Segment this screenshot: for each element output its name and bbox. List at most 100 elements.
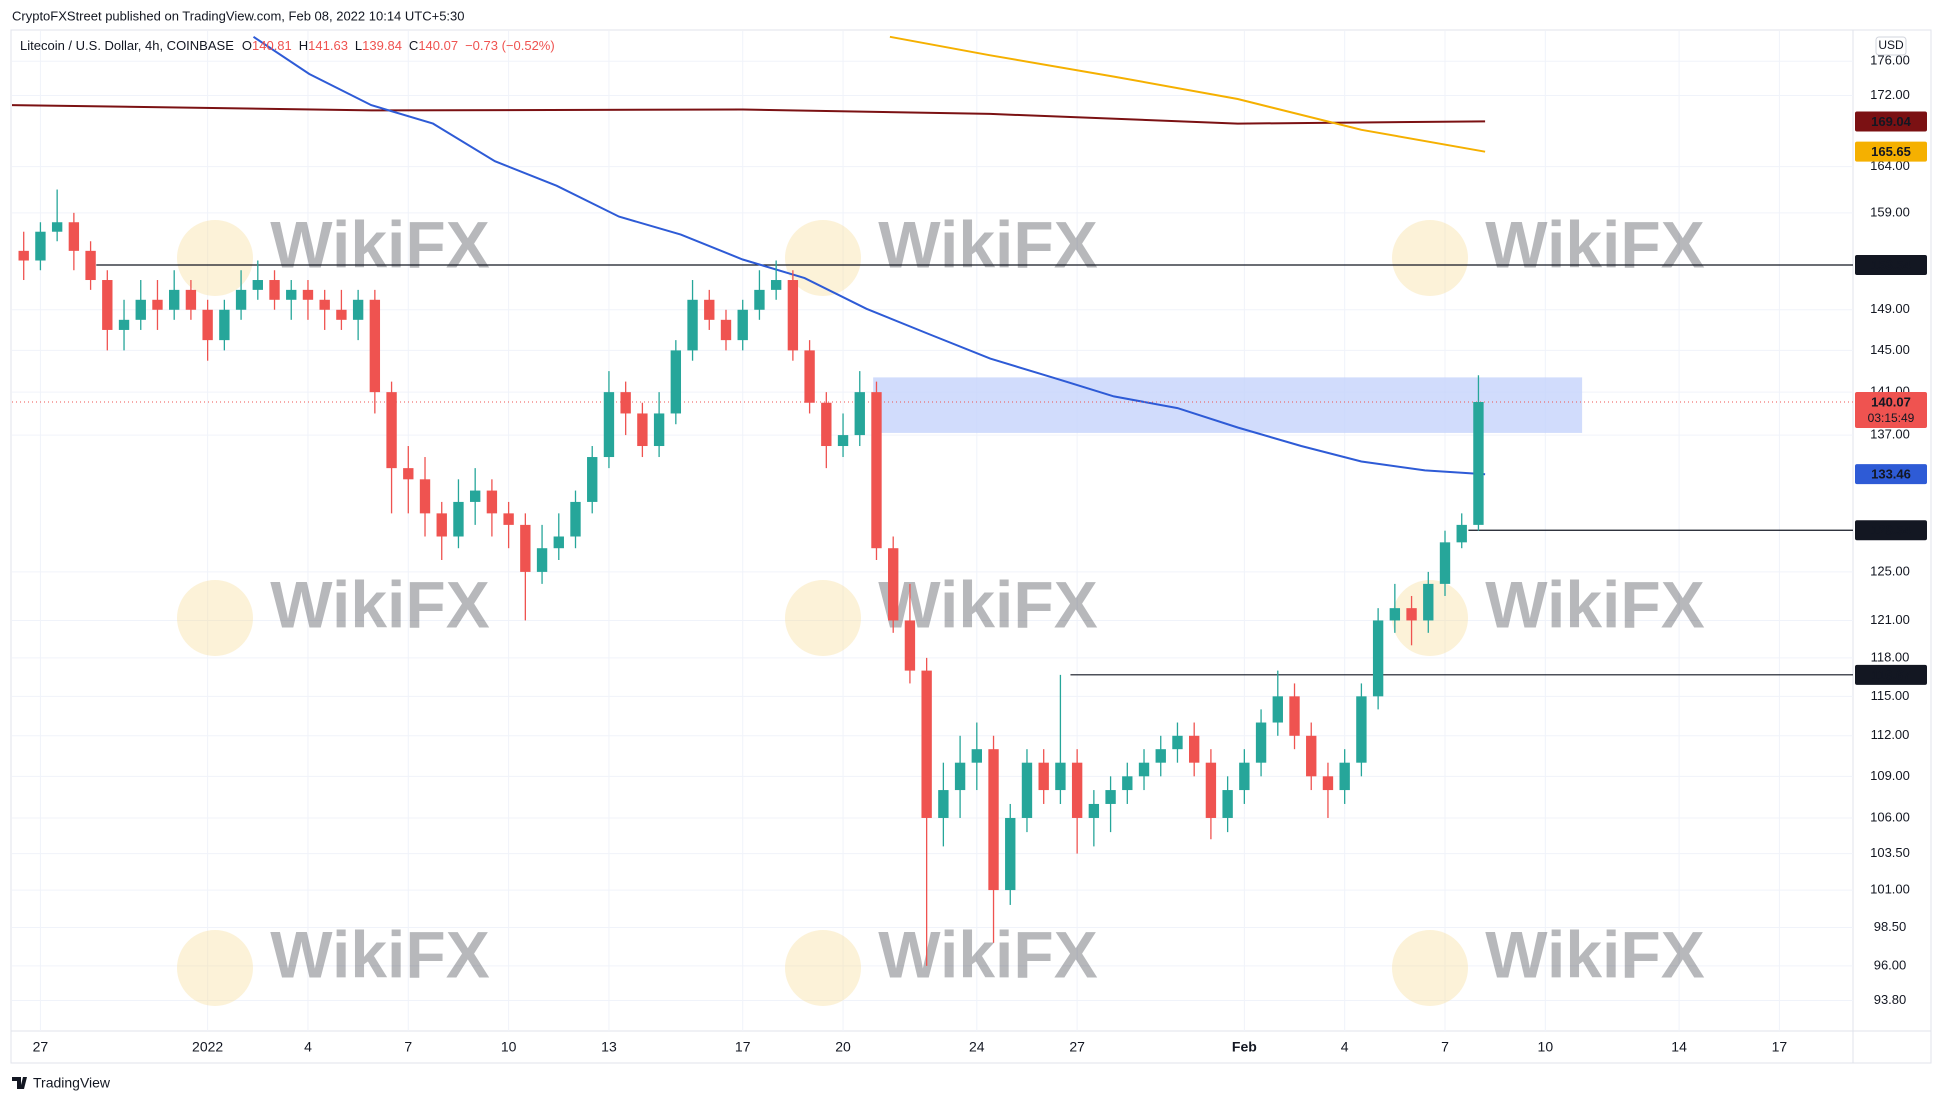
ohlc-key: O	[242, 38, 252, 53]
candle-body	[520, 524, 531, 572]
y-tick-label: 101.00	[1870, 882, 1910, 897]
x-tick-label: 4	[304, 1039, 312, 1055]
candle-body	[336, 309, 347, 320]
countdown: 03:15:49	[1868, 411, 1915, 425]
candle-body	[219, 309, 230, 341]
candle-body	[804, 350, 815, 403]
y-tick-label: 172.00	[1870, 87, 1910, 102]
candle-body	[1289, 696, 1300, 736]
candle-body	[403, 468, 414, 480]
y-tick-label: 121.00	[1870, 612, 1910, 627]
x-tick-label: 24	[969, 1039, 985, 1055]
candle-body	[1105, 790, 1116, 804]
watermark-logo	[177, 930, 253, 1006]
x-tick-label: 10	[1538, 1039, 1554, 1055]
y-tick-label: 176.00	[1870, 53, 1910, 68]
price-badge	[1855, 664, 1927, 685]
candle-body	[68, 222, 80, 251]
y-tick-label: 93.80	[1874, 992, 1907, 1007]
indicator-line	[252, 35, 1486, 476]
candle-body	[971, 749, 982, 763]
last-price-badge	[1855, 392, 1927, 429]
x-tick-label: 17	[1772, 1039, 1788, 1055]
candle-body	[319, 299, 330, 310]
ohlc-key: L	[355, 38, 362, 53]
candle-body	[185, 289, 197, 310]
watermark: WikiFX	[270, 207, 489, 281]
ohlc-value: 141.63	[308, 38, 348, 53]
y-tick-label: 164.00	[1870, 158, 1910, 173]
candle-body	[1088, 803, 1100, 818]
symbol: Litecoin / U.S. Dollar, 4h, COINBASE	[20, 38, 234, 53]
chart-frame	[10, 29, 1932, 1064]
logo-mark	[12, 1077, 27, 1089]
candle-body	[51, 222, 63, 232]
candle-body	[1406, 608, 1417, 621]
tradingview-logo: TradingView	[12, 1075, 111, 1091]
x-tick-label: 10	[501, 1039, 517, 1055]
ohlc-key: C	[409, 38, 418, 53]
x-tick-label: 4	[1341, 1039, 1349, 1055]
y-tick-label: 149.00	[1870, 301, 1910, 316]
x-tick-label: 13	[601, 1039, 617, 1055]
candle-body	[653, 413, 665, 447]
candle-body	[1239, 762, 1250, 791]
price-badge-label: 128.54	[1871, 523, 1912, 538]
candle-body	[18, 250, 29, 261]
x-tick-label: 17	[735, 1039, 751, 1055]
candle-body	[720, 319, 732, 341]
ohlc-key: H	[299, 38, 308, 53]
x-tick-label: 7	[404, 1039, 412, 1055]
candle-body	[1222, 790, 1233, 818]
candle-body	[386, 392, 397, 469]
candle-body	[1189, 735, 1200, 763]
candle-body	[486, 490, 498, 514]
x-tick-label: 2022	[192, 1039, 223, 1055]
x-tick-label: 27	[33, 1039, 49, 1055]
candle-body	[888, 548, 899, 621]
candle-body	[352, 299, 364, 320]
symbol-legend: Litecoin / U.S. Dollar, 4h, COINBASE O140…	[20, 38, 555, 53]
candle-body	[1122, 776, 1133, 791]
candle-body	[1389, 608, 1401, 621]
brand: TradingView	[33, 1075, 111, 1091]
candle-body	[1005, 817, 1016, 891]
watermark: WikiFX	[270, 917, 489, 991]
y-tick-label: 145.00	[1870, 342, 1910, 357]
watermark-logo	[177, 220, 253, 296]
candle-body	[1071, 762, 1083, 818]
watermark-logo	[177, 580, 253, 656]
candle-body	[821, 402, 832, 447]
candle-body	[770, 280, 782, 290]
candle-body	[1172, 735, 1183, 750]
candle-body	[837, 435, 849, 447]
currency-box	[1875, 36, 1907, 56]
candle-body	[1306, 735, 1317, 777]
candle-body	[1205, 762, 1217, 818]
candle-body	[85, 250, 96, 281]
y-tick-label: 106.00	[1870, 809, 1910, 824]
candle-body	[954, 762, 966, 791]
candle-body	[269, 280, 280, 300]
candle-body	[1439, 542, 1451, 584]
watermark: WikiFX	[270, 567, 489, 641]
candle-body	[670, 350, 682, 414]
candle-body	[854, 392, 865, 436]
price-badge-label: 133.46	[1871, 467, 1911, 482]
candle-body	[553, 536, 564, 549]
change: −0.73 (−0.52%)	[465, 38, 555, 53]
candle-body	[152, 299, 163, 310]
candle-body	[1155, 749, 1166, 763]
price-badge-label: 169.04	[1871, 114, 1912, 129]
candle-body	[1272, 696, 1283, 723]
candle-body	[102, 280, 113, 330]
x-tick-label: 14	[1671, 1039, 1687, 1055]
candle-body	[704, 299, 715, 320]
price-badge	[1855, 464, 1927, 485]
candle-body	[436, 513, 447, 537]
x-tick-label: 7	[1441, 1039, 1449, 1055]
ohlc-value: 139.84	[362, 38, 402, 53]
candle-body	[202, 309, 213, 341]
candle-body	[503, 513, 514, 525]
indicator-line	[889, 35, 1486, 153]
